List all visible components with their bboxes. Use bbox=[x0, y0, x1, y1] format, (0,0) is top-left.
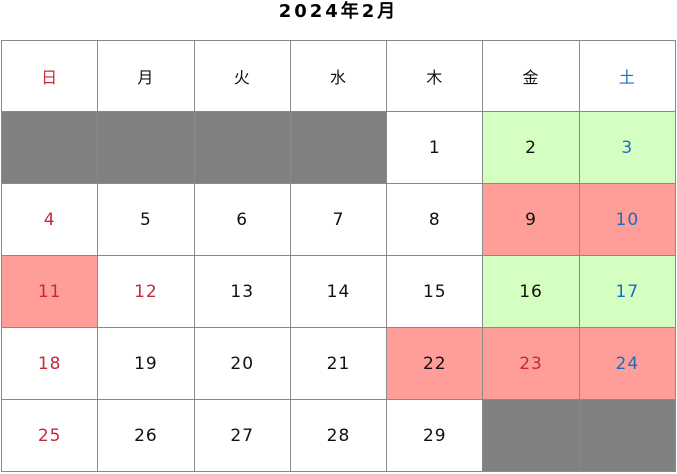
day-cell[interactable]: 3 bbox=[578, 111, 677, 184]
day-cell[interactable]: 20 bbox=[193, 327, 291, 400]
empty-cell bbox=[578, 399, 677, 472]
day-cell[interactable]: 13 bbox=[193, 255, 291, 328]
weekday-header: 木 bbox=[386, 40, 484, 112]
day-cell[interactable]: 11 bbox=[0, 255, 99, 328]
weekday-header: 日 bbox=[0, 40, 99, 112]
day-cell[interactable]: 12 bbox=[97, 255, 195, 328]
calendar-title: 2024年2月 bbox=[278, 1, 399, 22]
day-cell[interactable]: 22 bbox=[386, 327, 484, 400]
day-cell[interactable]: 23 bbox=[482, 327, 580, 400]
empty-cell bbox=[482, 399, 580, 472]
day-cell[interactable]: 8 bbox=[386, 183, 484, 256]
day-cell[interactable]: 29 bbox=[386, 399, 484, 472]
empty-cell bbox=[0, 111, 99, 184]
day-cell[interactable]: 26 bbox=[97, 399, 195, 472]
calendar-week-row: 11 12 13 14 15 16 17 bbox=[0, 255, 677, 328]
day-cell[interactable]: 1 bbox=[386, 111, 484, 184]
day-cell[interactable]: 21 bbox=[289, 327, 388, 400]
day-cell[interactable]: 6 bbox=[193, 183, 291, 256]
calendar-week-row: 25 26 27 28 29 bbox=[0, 399, 677, 472]
empty-cell bbox=[97, 111, 195, 184]
day-cell[interactable]: 28 bbox=[289, 399, 388, 472]
day-cell[interactable]: 17 bbox=[578, 255, 677, 328]
weekday-header: 月 bbox=[97, 40, 195, 112]
day-cell[interactable]: 2 bbox=[482, 111, 580, 184]
weekday-header: 水 bbox=[289, 40, 388, 112]
weekday-header: 金 bbox=[482, 40, 580, 112]
empty-cell bbox=[193, 111, 291, 184]
day-cell[interactable]: 27 bbox=[193, 399, 291, 472]
day-cell[interactable]: 9 bbox=[482, 183, 580, 256]
day-cell[interactable]: 25 bbox=[0, 399, 99, 472]
empty-cell bbox=[289, 111, 388, 184]
day-cell[interactable]: 15 bbox=[386, 255, 484, 328]
day-cell[interactable]: 10 bbox=[578, 183, 677, 256]
day-cell[interactable]: 16 bbox=[482, 255, 580, 328]
day-cell[interactable]: 14 bbox=[289, 255, 388, 328]
calendar-week-row: 4 5 6 7 8 9 10 bbox=[0, 183, 677, 256]
weekday-header: 火 bbox=[193, 40, 291, 112]
day-cell[interactable]: 18 bbox=[0, 327, 99, 400]
weekday-header-row: 日月火水木金土 bbox=[0, 40, 677, 112]
calendar-week-row: 18 19 20 21 22 23 24 bbox=[0, 327, 677, 400]
weekday-header: 土 bbox=[578, 40, 677, 112]
day-cell[interactable]: 5 bbox=[97, 183, 195, 256]
day-cell[interactable]: 4 bbox=[0, 183, 99, 256]
calendar-grid: 日月火水木金土 1 2 3 4 5 6 7 8 9 10 11 12 13 14 15 16 17 18 19 20 21… bbox=[0, 40, 677, 472]
day-cell[interactable]: 19 bbox=[97, 327, 195, 400]
day-cell[interactable]: 7 bbox=[289, 183, 388, 256]
day-cell[interactable]: 24 bbox=[578, 327, 677, 400]
